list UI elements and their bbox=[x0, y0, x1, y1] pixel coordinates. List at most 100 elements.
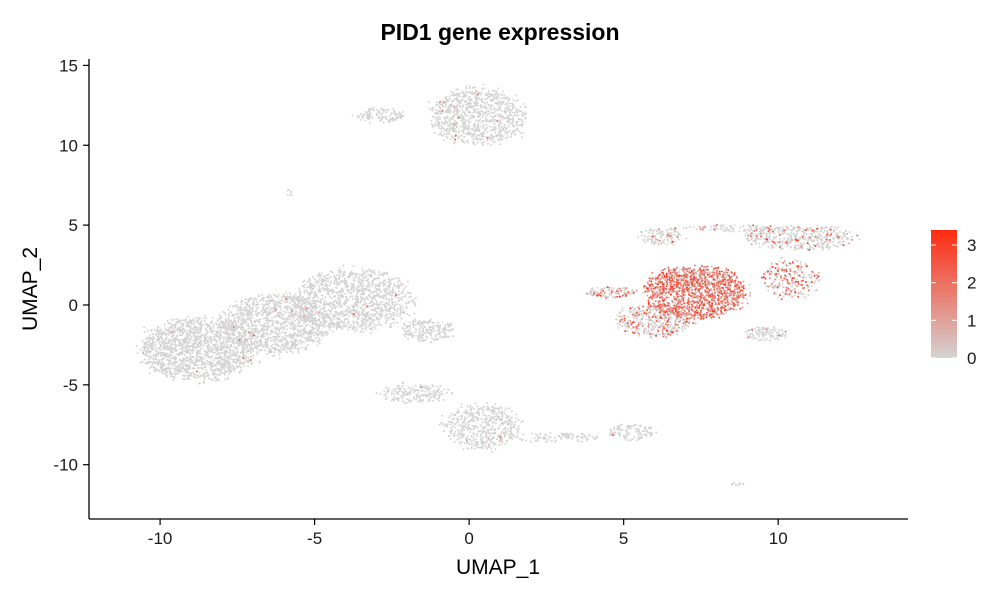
cell-point bbox=[219, 364, 222, 367]
cell-point bbox=[467, 103, 469, 106]
cell-point bbox=[414, 323, 417, 326]
cell-point bbox=[203, 335, 206, 338]
cell-point bbox=[226, 320, 229, 323]
cell-point bbox=[245, 312, 248, 315]
cell-point bbox=[328, 328, 331, 331]
cell-point bbox=[232, 330, 235, 333]
cell-point bbox=[340, 310, 343, 313]
cell-point bbox=[279, 305, 282, 308]
cell-point bbox=[385, 298, 388, 301]
cell-point bbox=[490, 104, 493, 107]
cell-point bbox=[519, 118, 522, 121]
cell-point bbox=[362, 117, 365, 120]
cell-point bbox=[338, 271, 341, 274]
cell-point bbox=[289, 307, 292, 310]
cell-point bbox=[490, 94, 493, 96]
cell-point bbox=[204, 351, 207, 353]
cell-point bbox=[460, 119, 463, 122]
cell-point bbox=[203, 339, 206, 341]
cell-point bbox=[230, 353, 233, 356]
cell-point bbox=[521, 122, 524, 125]
cell-point bbox=[293, 344, 296, 347]
cell-point bbox=[254, 344, 257, 347]
cell-point bbox=[163, 330, 166, 333]
cell-point bbox=[194, 345, 197, 348]
cell-point bbox=[452, 115, 455, 117]
cell-point bbox=[198, 371, 201, 374]
cell-point bbox=[287, 189, 290, 192]
cell-point bbox=[271, 307, 274, 310]
cell-point bbox=[402, 114, 405, 117]
cell-point bbox=[391, 292, 394, 294]
cell-point bbox=[386, 273, 388, 276]
cell-point bbox=[307, 292, 310, 295]
cell-point bbox=[284, 349, 287, 352]
cell-point bbox=[372, 291, 375, 294]
cell-point bbox=[383, 279, 386, 282]
cell-point bbox=[332, 330, 335, 333]
cell-point bbox=[171, 337, 174, 340]
cell-point bbox=[405, 330, 408, 333]
cell-point bbox=[291, 314, 294, 317]
cell-point bbox=[329, 301, 332, 304]
cell-point bbox=[456, 106, 459, 109]
cell-point bbox=[438, 115, 441, 118]
cell-point bbox=[477, 128, 480, 131]
cell-point bbox=[280, 326, 282, 329]
cell-point bbox=[164, 346, 167, 349]
cell-point bbox=[219, 338, 222, 341]
cell-point bbox=[493, 122, 496, 125]
cell-point bbox=[355, 321, 358, 324]
cell-point bbox=[362, 270, 365, 273]
cell-point bbox=[350, 304, 353, 307]
cell-point bbox=[328, 284, 331, 287]
cell-point bbox=[362, 279, 365, 282]
cell-point bbox=[198, 325, 201, 328]
cell-point bbox=[506, 119, 509, 122]
cell-point bbox=[487, 92, 490, 95]
cell-point bbox=[242, 351, 245, 354]
cell-point bbox=[214, 330, 217, 333]
cell-point bbox=[342, 271, 345, 274]
cell-point bbox=[276, 337, 279, 340]
cell-point bbox=[361, 273, 364, 276]
cell-point bbox=[304, 301, 307, 304]
cell-point bbox=[404, 293, 407, 296]
cell-point bbox=[336, 326, 339, 329]
cell-point bbox=[205, 332, 208, 335]
cell-point bbox=[506, 136, 509, 139]
cell-point bbox=[449, 138, 452, 141]
cell-point bbox=[167, 341, 170, 344]
cell-point bbox=[357, 296, 359, 298]
cell-point bbox=[229, 348, 231, 351]
cell-point bbox=[298, 287, 301, 290]
cell-point bbox=[158, 347, 161, 350]
cell-point bbox=[453, 113, 456, 116]
cell-point bbox=[267, 296, 270, 298]
cell-point bbox=[472, 138, 475, 141]
cell-point bbox=[281, 331, 284, 334]
cell-point bbox=[486, 126, 489, 129]
cell-point bbox=[225, 327, 228, 330]
cell-point bbox=[361, 310, 364, 313]
cell-point bbox=[216, 367, 219, 370]
cell-point bbox=[250, 323, 253, 326]
cell-point bbox=[490, 143, 493, 146]
cell-point bbox=[237, 343, 240, 346]
cell-point bbox=[202, 366, 205, 369]
cell-point bbox=[363, 314, 365, 317]
cell-point bbox=[503, 124, 506, 127]
cell-point bbox=[463, 122, 466, 125]
cell-point bbox=[462, 111, 464, 113]
cell-point bbox=[313, 286, 316, 289]
cell-point bbox=[494, 125, 496, 128]
cell-point bbox=[253, 347, 256, 349]
cell-point bbox=[378, 288, 380, 290]
cell-point bbox=[504, 97, 507, 100]
cell-point bbox=[290, 344, 293, 347]
cell-point bbox=[223, 373, 226, 376]
cell-point bbox=[160, 365, 163, 368]
cell-point bbox=[483, 102, 486, 105]
cell-point bbox=[290, 324, 293, 327]
cell-point bbox=[316, 297, 319, 300]
